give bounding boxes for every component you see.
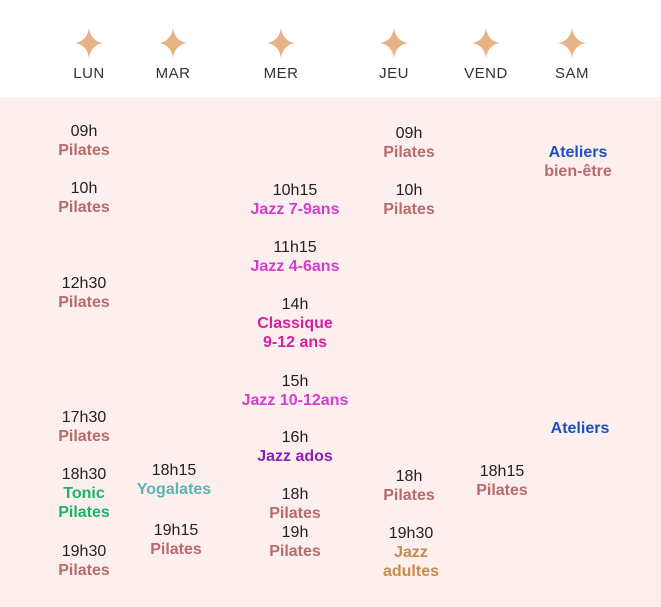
class-name: Jazz 7-9ans bbox=[250, 201, 340, 218]
class-time: 10h bbox=[70, 180, 98, 197]
class-name: Pilates bbox=[269, 505, 321, 522]
class-slot: 09h Pilates bbox=[19, 122, 149, 160]
class-name: Jazz 4-6ans bbox=[250, 258, 340, 275]
day-label-sam: SAM bbox=[554, 65, 589, 82]
schedule-header: LUN MAR MER JEU VEND SAM bbox=[0, 0, 661, 97]
class-time: 09h bbox=[395, 125, 423, 142]
class-name: Jazz 10-12ans bbox=[241, 392, 349, 409]
day-label-mar: MAR bbox=[155, 65, 191, 82]
class-name: Pilates bbox=[150, 541, 202, 558]
class-time: 18h30 bbox=[61, 466, 107, 483]
class-slot: 19h30 Pilates bbox=[19, 542, 149, 580]
day-column-mar: MAR bbox=[133, 28, 213, 82]
workshop-slot: Ateliers bien-être bbox=[513, 143, 643, 181]
class-time: 10h bbox=[395, 182, 423, 199]
class-time: 17h30 bbox=[61, 409, 107, 426]
class-slot: 18h30 Tonic Pilates bbox=[19, 465, 149, 522]
class-time: 19h30 bbox=[61, 543, 107, 560]
class-name-line2: adultes bbox=[382, 563, 439, 580]
class-time: 14h bbox=[281, 296, 309, 313]
class-time: 15h bbox=[281, 373, 309, 390]
sparkle-icon bbox=[159, 28, 187, 58]
schedule-panel bbox=[0, 97, 661, 607]
class-name: Pilates bbox=[383, 201, 435, 218]
class-name: Pilates bbox=[58, 562, 110, 579]
workshop-name: Ateliers bbox=[550, 420, 610, 437]
class-name: Pilates bbox=[58, 294, 110, 311]
day-column-lun: LUN bbox=[49, 28, 129, 82]
class-time: 19h30 bbox=[388, 525, 434, 542]
class-slot: 10h Pilates bbox=[19, 179, 149, 217]
class-name: Pilates bbox=[476, 482, 528, 499]
class-slot: 09h Pilates bbox=[344, 124, 474, 162]
class-name-line2: Pilates bbox=[58, 504, 110, 521]
class-name: Tonic bbox=[63, 485, 105, 502]
class-slot: 19h Pilates bbox=[230, 523, 360, 561]
class-name: Pilates bbox=[58, 428, 110, 445]
day-column-sam: SAM bbox=[532, 28, 612, 82]
class-time: 10h15 bbox=[272, 182, 318, 199]
class-slot: 10h Pilates bbox=[344, 181, 474, 219]
day-label-lun: LUN bbox=[73, 65, 105, 82]
sparkle-icon bbox=[75, 28, 103, 58]
day-label-vend: VEND bbox=[464, 65, 508, 82]
class-slot: 10h15 Jazz 7-9ans bbox=[230, 181, 360, 219]
class-name: Jazz bbox=[394, 544, 428, 561]
class-slot: 18h Pilates bbox=[230, 485, 360, 523]
class-slot: 15h Jazz 10-12ans bbox=[230, 372, 360, 410]
class-name: Yogalates bbox=[136, 481, 212, 498]
class-slot: 19h30 Jazz adultes bbox=[346, 524, 476, 581]
class-time: 19h15 bbox=[153, 522, 199, 539]
class-slot: 18h15 Yogalates bbox=[109, 461, 239, 499]
class-name: Pilates bbox=[383, 487, 435, 504]
workshop-slot: Ateliers bbox=[515, 419, 645, 438]
class-time: 11h15 bbox=[273, 239, 317, 256]
workshop-name-line2: bien-être bbox=[544, 163, 612, 180]
class-slot: 17h30 Pilates bbox=[19, 408, 149, 446]
class-slot: 11h15 Jazz 4-6ans bbox=[230, 238, 360, 276]
class-slot: 12h30 Pilates bbox=[19, 274, 149, 312]
class-slot: 16h Jazz ados bbox=[230, 428, 360, 466]
class-slot: 14h Classique 9-12 ans bbox=[230, 295, 360, 352]
class-time: 19h bbox=[281, 524, 309, 541]
class-time: 18h15 bbox=[151, 462, 197, 479]
class-name: Jazz ados bbox=[257, 448, 333, 465]
class-slot: 18h Pilates bbox=[344, 467, 474, 505]
class-time: 09h bbox=[70, 123, 98, 140]
class-name: Pilates bbox=[383, 144, 435, 161]
sparkle-icon bbox=[380, 28, 408, 58]
class-slot: 18h15 Pilates bbox=[437, 462, 567, 500]
workshop-name: Ateliers bbox=[548, 144, 608, 161]
day-label-mer: MER bbox=[263, 65, 299, 82]
day-column-jeu: JEU bbox=[354, 28, 434, 82]
day-label-jeu: JEU bbox=[379, 65, 409, 82]
class-time: 16h bbox=[281, 429, 309, 446]
class-name-line2: 9-12 ans bbox=[262, 334, 328, 351]
class-time: 12h30 bbox=[61, 275, 107, 292]
day-column-vend: VEND bbox=[446, 28, 526, 82]
sparkle-icon bbox=[472, 28, 500, 58]
sparkle-icon bbox=[267, 28, 295, 58]
class-time: 18h15 bbox=[479, 463, 525, 480]
class-name: Pilates bbox=[58, 199, 110, 216]
class-name: Pilates bbox=[269, 543, 321, 560]
class-name: Pilates bbox=[58, 142, 110, 159]
class-name: Classique bbox=[257, 315, 333, 332]
sparkle-icon bbox=[558, 28, 586, 58]
day-column-mer: MER bbox=[241, 28, 321, 82]
class-time: 18h bbox=[395, 468, 423, 485]
class-slot: 19h15 Pilates bbox=[111, 521, 241, 559]
class-time: 18h bbox=[281, 486, 309, 503]
